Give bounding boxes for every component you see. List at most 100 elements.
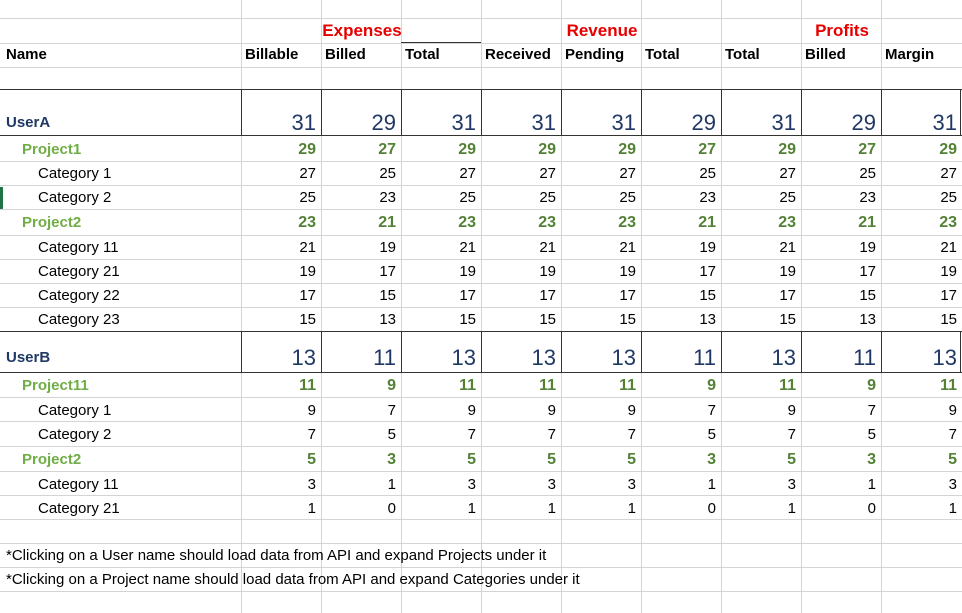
value-cell: 19 [539,263,556,280]
value-cell: 15 [459,311,476,328]
value-cell: 5 [707,426,716,443]
gridline-horizontal [0,209,962,210]
value-cell: 3 [467,476,476,493]
value-cell: 29 [538,141,556,158]
value-cell: 15 [619,311,636,328]
project-name[interactable]: Project1 [22,141,82,158]
value-cell: 19 [940,263,957,280]
value-cell: 27 [378,141,396,158]
value-cell: 23 [618,214,636,231]
category-row: Category 23 15 13 15 15 15 13 15 13 15 [0,308,962,332]
gridline-vertical [481,0,482,613]
value-cell: 25 [619,189,636,206]
column-header-billed: Billed [805,46,846,63]
value-cell: 21 [378,214,396,231]
gridline-vertical [241,0,242,613]
value-cell: 29 [778,141,796,158]
value-cell: 25 [699,165,716,182]
project-row[interactable]: Project11 11 9 11 11 11 9 11 9 11 [0,374,962,398]
cell-border [241,331,242,372]
gridline-horizontal [0,283,962,284]
value-cell: 19 [299,263,316,280]
value-cell: 27 [698,141,716,158]
gridline-horizontal [0,43,962,44]
project-name[interactable]: Project11 [22,377,89,394]
category-row: Category 21 19 17 19 19 19 17 19 17 19 [0,260,962,284]
value-cell: 23 [939,214,957,231]
value-cell: 1 [467,500,476,517]
value-cell: 31 [451,110,476,135]
value-cell: 29 [458,141,476,158]
value-cell: 9 [467,402,476,419]
value-cell: 29 [851,110,876,135]
group-title-revenue: Revenue [566,21,638,40]
value-cell: 11 [779,377,796,394]
value-cell: 3 [307,476,316,493]
value-cell: 3 [948,476,957,493]
value-cell: 1 [387,476,396,493]
value-cell: 27 [940,165,957,182]
value-cell: 23 [859,189,876,206]
value-cell: 13 [451,345,476,370]
user-name[interactable]: UserB [6,349,51,366]
category-name: Category 2 [38,189,112,206]
value-cell: 15 [779,311,796,328]
project-row[interactable]: Project2 23 21 23 23 23 21 23 21 23 [0,211,962,235]
value-cell: 15 [299,311,316,328]
row-border [0,372,962,373]
value-cell: 5 [948,451,957,468]
value-cell: 9 [787,402,796,419]
cell-border [401,89,402,135]
value-cell: 15 [699,287,716,304]
category-row: Category 1 27 25 27 27 27 25 27 25 27 [0,162,962,186]
column-header-total: Total [725,46,760,63]
value-cell: 5 [467,451,476,468]
user-row[interactable]: UserA 31 29 31 31 31 29 31 29 31 [0,111,962,135]
value-cell: 21 [619,239,636,256]
value-cell: 5 [307,451,316,468]
gridline-horizontal [0,591,962,592]
value-cell: 23 [699,189,716,206]
gridline-vertical [801,0,802,613]
cell-border [801,89,802,135]
value-cell: 19 [779,263,796,280]
column-header-billed: Billed [325,46,366,63]
value-cell: 5 [627,451,636,468]
project-name[interactable]: Project2 [22,451,82,468]
value-cell: 31 [771,110,796,135]
value-cell: 27 [858,141,876,158]
value-cell: 25 [940,189,957,206]
project-row[interactable]: Project1 29 27 29 29 29 27 29 27 29 [0,138,962,162]
value-cell: 29 [298,141,316,158]
category-name: Category 21 [38,263,120,280]
user-row[interactable]: UserB 13 11 13 13 13 11 13 11 13 [0,346,962,370]
value-cell: 13 [699,311,716,328]
category-row: Category 1 9 7 9 9 9 7 9 7 9 [0,399,962,423]
gridline-horizontal [0,446,962,447]
value-cell: 17 [379,263,396,280]
value-cell: 25 [859,165,876,182]
group-title-expenses: Expenses [322,21,402,40]
value-cell: 21 [858,214,876,231]
gridline-vertical [641,0,642,613]
value-cell: 23 [458,214,476,231]
project-row[interactable]: Project2 5 3 5 5 5 3 5 3 5 [0,448,962,472]
project-name[interactable]: Project2 [22,214,82,231]
value-cell: 5 [547,451,556,468]
cell-border [561,331,562,372]
category-name: Category 21 [38,500,120,517]
category-row: Category 21 1 0 1 1 1 0 1 0 1 [0,497,962,521]
value-cell: 1 [627,500,636,517]
cell-border [721,331,722,372]
gridline-horizontal [0,471,962,472]
gridline-horizontal [0,495,962,496]
value-cell: 13 [771,345,796,370]
value-cell: 25 [459,189,476,206]
cell-border [801,331,802,372]
gridline-horizontal [0,421,962,422]
cell-cursor-marker [0,187,3,209]
value-cell: 11 [459,377,476,394]
value-cell: 7 [867,402,876,419]
user-name[interactable]: UserA [6,114,51,131]
value-cell: 27 [459,165,476,182]
